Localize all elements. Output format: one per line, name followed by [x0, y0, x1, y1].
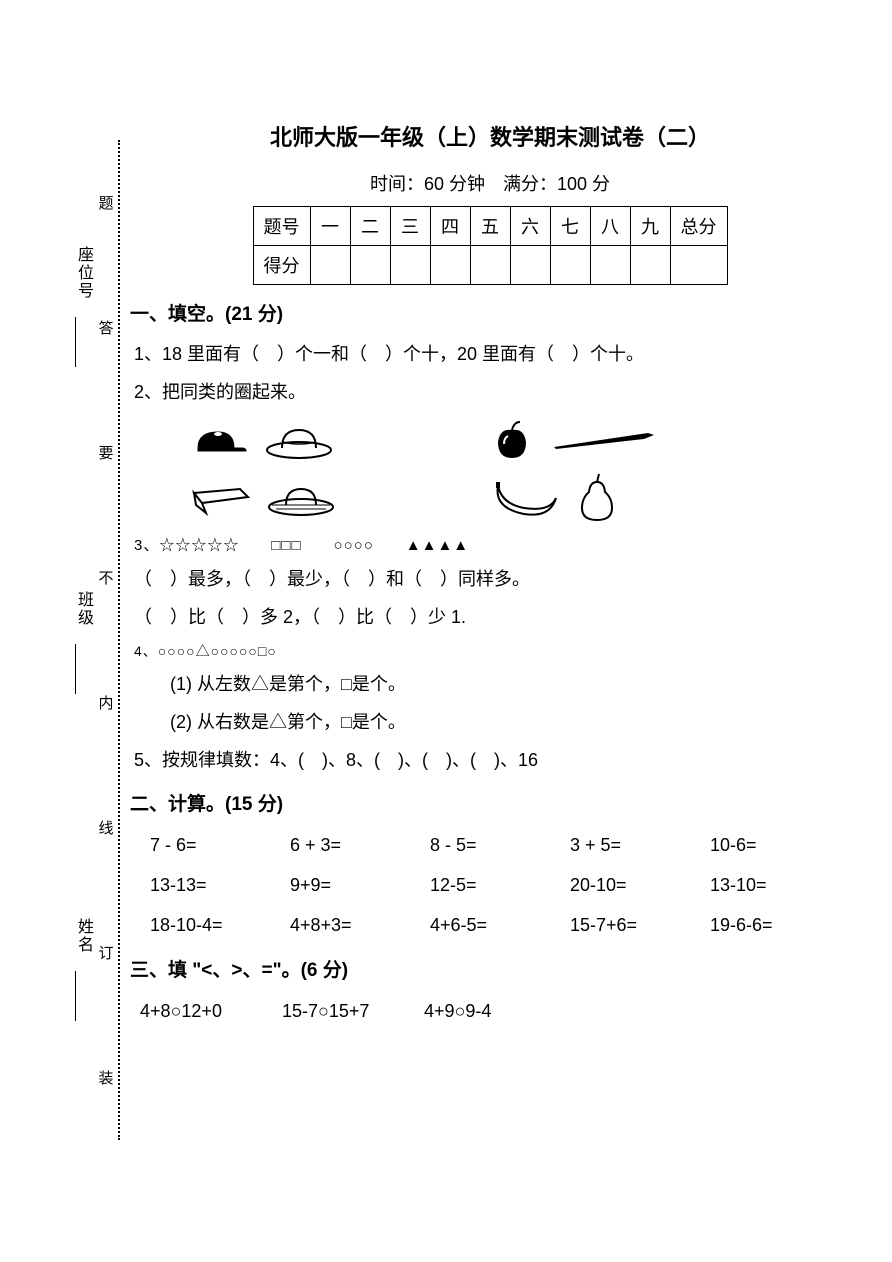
q2-group-left — [190, 418, 390, 524]
banana-icon — [490, 478, 560, 518]
q1: 1、18 里面有（ ）个一和（ ）个十，20 里面有（ ）个十。 — [134, 336, 850, 374]
scarf-icon — [190, 483, 252, 517]
q5: 5、按规律填数：4、( )、8、( )、( )、( )、16 — [134, 742, 850, 780]
q3-shapes: 3、☆☆☆☆☆ □□□ ○○○○ ▲▲▲▲ — [134, 530, 850, 562]
calc-row-2: 13-13= 9+9= 12-5= 20-10= 13-10= — [150, 866, 850, 906]
pencil-icon — [548, 427, 658, 453]
score-header-row: 题号 一 二 三 四 五 六 七 八 九 总分 — [253, 207, 727, 246]
q3a: （ ）最多，（ ）最少，（ ）和（ ）同样多。 — [134, 561, 850, 599]
q2: 2、把同类的圈起来。 — [134, 374, 850, 412]
binding-markers: 装 订 线 内 不 要 答 题 — [96, 140, 116, 1140]
section-3-heading: 三、填 "<、>、="。(6 分) — [130, 955, 850, 982]
q3b: （ ）比（ ）多 2，（ ）比（ ）少 1. — [134, 599, 850, 637]
cap-icon — [190, 424, 250, 460]
pear-icon — [574, 472, 620, 524]
calc-row-3: 18-10-4= 4+8+3= 4+6-5= 15-7+6= 19-6-6= — [150, 906, 850, 946]
page-content: 北师大版一年级（上）数学期末测试卷（二） 时间：60 分钟 满分：100 分 题… — [130, 120, 850, 1032]
page-title: 北师大版一年级（上）数学期末测试卷（二） — [130, 120, 850, 152]
q2-pictures — [190, 418, 850, 524]
score-value-row: 得分 — [253, 246, 727, 285]
q2-group-right — [490, 418, 690, 524]
q4a: (1) 从左数△是第个，□是个。 — [170, 666, 850, 704]
sunhat-icon — [264, 424, 334, 460]
page-subtitle: 时间：60 分钟 满分：100 分 — [130, 170, 850, 196]
section-2-heading: 二、计算。(15 分) — [130, 789, 850, 816]
calc-row-1: 7 - 6= 6 + 3= 8 - 5= 3 + 5= 10-6= — [150, 826, 850, 866]
strawhat-icon — [266, 483, 336, 517]
compare-row: 4+8○12+0 15-7○15+7 4+9○9-4 — [140, 992, 850, 1032]
q4-shapes: 4、○○○○△○○○○○□○ — [134, 637, 850, 666]
apple-icon — [490, 418, 534, 462]
section-1-heading: 一、填空。(21 分) — [130, 299, 850, 326]
q4b: (2) 从右数是△第个，□是个。 — [170, 704, 850, 742]
binding-dotted-line — [118, 140, 120, 1140]
score-table: 题号 一 二 三 四 五 六 七 八 九 总分 得分 — [253, 206, 728, 285]
